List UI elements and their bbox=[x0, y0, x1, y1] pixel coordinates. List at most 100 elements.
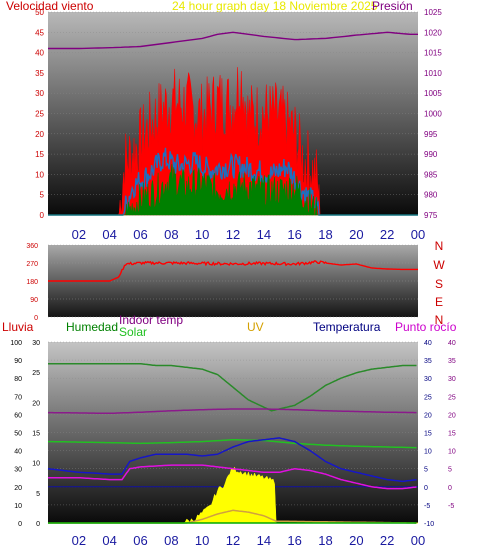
graph-title: 24 hour graph day 18 Noviembre 2025 bbox=[172, 0, 378, 13]
rain-tick-label: 80 bbox=[14, 376, 22, 383]
wind-axis-title: Velocidad viento bbox=[6, 0, 94, 13]
rain-tick-label: 10 bbox=[14, 503, 22, 510]
time-tick-label: 16 bbox=[287, 533, 301, 548]
pressure-tick-label: 1020 bbox=[424, 28, 442, 37]
time-tick-label: 12 bbox=[226, 227, 240, 242]
time-tick-label: 10 bbox=[195, 227, 209, 242]
dewpoint-label: Punto rocío bbox=[395, 320, 457, 334]
temp-tick-label: -10 bbox=[424, 521, 434, 528]
pressure-tick-label: 1005 bbox=[424, 89, 442, 98]
uv-tick-label: 0 bbox=[36, 521, 40, 528]
time-tick-label: 06 bbox=[133, 533, 147, 548]
time-tick-label: 12 bbox=[226, 533, 240, 548]
rain-tick-label: 70 bbox=[14, 394, 22, 401]
temp-tick-label: -5 bbox=[424, 503, 430, 510]
uv-label: UV bbox=[247, 320, 264, 334]
series-direction bbox=[48, 260, 418, 282]
wind-tick-label: 40 bbox=[35, 49, 44, 58]
uv-tick-label: 25 bbox=[32, 370, 40, 377]
temp-tick-label: 5 bbox=[424, 467, 428, 474]
time-tick-label: 04 bbox=[102, 227, 116, 242]
time-tick-label: 14 bbox=[257, 227, 271, 242]
rain-tick-label: 0 bbox=[18, 521, 22, 528]
time-tick-label: 10 bbox=[195, 533, 209, 548]
solar-label: Solar bbox=[119, 325, 147, 339]
series-pressure bbox=[48, 31, 418, 50]
series-avg bbox=[48, 164, 418, 216]
uv-tick-label: 20 bbox=[32, 400, 40, 407]
compass-label: S bbox=[435, 277, 443, 291]
uv-tick-label: 10 bbox=[32, 461, 40, 468]
temp-tick-label: 0 bbox=[424, 485, 428, 492]
rain-tick-label: 30 bbox=[14, 467, 22, 474]
wind-tick-label: 5 bbox=[40, 191, 45, 200]
wind-tick-label: 10 bbox=[35, 170, 44, 179]
temp-tick-label-far: 20 bbox=[448, 412, 456, 419]
temperature-label: Temperatura bbox=[313, 320, 381, 334]
pressure-tick-label: 990 bbox=[424, 150, 438, 159]
time-tick-label: 14 bbox=[257, 533, 271, 548]
temp-tick-label-far: 30 bbox=[448, 376, 456, 383]
wind-tick-label: 0 bbox=[40, 211, 45, 220]
direction-tick-label: 90 bbox=[30, 297, 38, 304]
temp-tick-label-far: 40 bbox=[448, 340, 456, 347]
humidity-label: Humedad bbox=[66, 320, 118, 334]
direction-tick-label: 270 bbox=[26, 261, 38, 268]
time-tick-label: 08 bbox=[164, 533, 178, 548]
time-tick-label: 00 bbox=[411, 533, 425, 548]
wind-tick-label: 15 bbox=[35, 150, 44, 159]
temp-tick-label-far: 0 bbox=[448, 485, 452, 492]
time-tick-label: 00 bbox=[411, 227, 425, 242]
time-tick-label: 22 bbox=[380, 533, 394, 548]
time-tick-label: 20 bbox=[349, 533, 363, 548]
time-tick-label: 08 bbox=[164, 227, 178, 242]
rain-tick-label: 100 bbox=[10, 340, 22, 347]
pressure-tick-label: 1015 bbox=[424, 49, 442, 58]
pressure-tick-label: 1000 bbox=[424, 110, 442, 119]
compass-label: W bbox=[433, 258, 445, 272]
pressure-axis-title: Presión bbox=[372, 0, 413, 13]
uv-tick-label: 30 bbox=[32, 340, 40, 347]
temp-tick-label: 10 bbox=[424, 449, 432, 456]
rain-label: Lluvia bbox=[2, 320, 34, 334]
direction-tick-label: 360 bbox=[26, 243, 38, 250]
wind-tick-label: 25 bbox=[35, 110, 44, 119]
time-tick-label: 16 bbox=[287, 227, 301, 242]
compass-label: N bbox=[435, 313, 444, 327]
direction-tick-label: 180 bbox=[26, 279, 38, 286]
series-indoor bbox=[48, 408, 417, 415]
time-tick-label: 02 bbox=[72, 533, 86, 548]
temperature-series bbox=[47, 362, 418, 524]
temp-tick-label: 40 bbox=[424, 340, 432, 347]
time-tick-label: 22 bbox=[380, 227, 394, 242]
rain-tick-label: 40 bbox=[14, 449, 22, 456]
pressure-tick-label: 985 bbox=[424, 170, 438, 179]
temperature-ticks: 0102030405060708090100051015202530-10-50… bbox=[10, 340, 456, 548]
series-temperature bbox=[47, 437, 417, 483]
temp-tick-label: 30 bbox=[424, 376, 432, 383]
series-humidity bbox=[48, 362, 417, 412]
pressure-tick-label: 1025 bbox=[424, 8, 442, 17]
time-tick-label: 20 bbox=[349, 227, 363, 242]
temp-tick-label-far: 35 bbox=[448, 358, 456, 365]
wind-tick-label: 50 bbox=[35, 8, 44, 17]
pressure-tick-label: 975 bbox=[424, 211, 438, 220]
wind-direction-series bbox=[48, 260, 418, 282]
pressure-tick-label: 995 bbox=[424, 130, 438, 139]
temp-tick-label-far: 15 bbox=[448, 431, 456, 438]
pressure-tick-label: 1010 bbox=[424, 69, 442, 78]
direction-tick-label: 0 bbox=[34, 315, 38, 322]
indoor-temp-label: Indoor temp bbox=[119, 313, 183, 327]
wind-tick-label: 30 bbox=[35, 89, 44, 98]
rain-tick-label: 50 bbox=[14, 431, 22, 438]
temp-tick-label: 35 bbox=[424, 358, 432, 365]
temp-tick-label: 15 bbox=[424, 431, 432, 438]
time-tick-label: 18 bbox=[318, 533, 332, 548]
uv-tick-label: 15 bbox=[32, 431, 40, 438]
time-tick-label: 06 bbox=[133, 227, 147, 242]
temp-tick-label-far: 25 bbox=[448, 394, 456, 401]
temp-tick-label: 20 bbox=[424, 412, 432, 419]
